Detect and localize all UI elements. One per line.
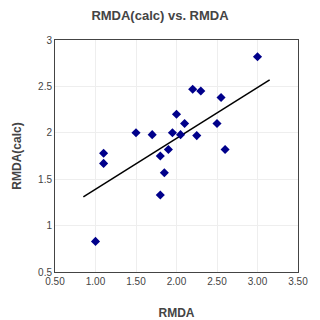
svg-text:2: 2 xyxy=(46,127,52,138)
svg-text:1.00: 1.00 xyxy=(86,276,106,287)
svg-text:3.50: 3.50 xyxy=(288,276,308,287)
svg-text:1.50: 1.50 xyxy=(126,276,146,287)
svg-text:0.5: 0.5 xyxy=(38,267,52,278)
svg-text:1.5: 1.5 xyxy=(38,174,52,185)
svg-text:0.50: 0.50 xyxy=(45,276,65,287)
svg-text:1: 1 xyxy=(46,220,52,231)
svg-text:3: 3 xyxy=(46,35,52,46)
svg-text:2.50: 2.50 xyxy=(207,276,227,287)
svg-text:2.00: 2.00 xyxy=(167,276,187,287)
svg-text:2.5: 2.5 xyxy=(38,81,52,92)
svg-text:RMDA: RMDA xyxy=(159,306,195,320)
svg-text:RMDA(calc): RMDA(calc) xyxy=(10,122,24,189)
svg-text:3.00: 3.00 xyxy=(248,276,268,287)
svg-text:RMDA(calc) vs. RMDA: RMDA(calc) vs. RMDA xyxy=(91,8,229,23)
